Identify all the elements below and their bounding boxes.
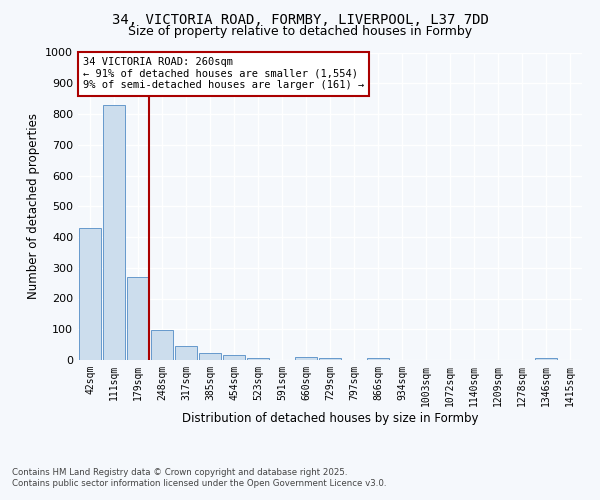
Bar — [535, 358, 557, 360]
Bar — [367, 358, 389, 360]
Bar — [223, 355, 245, 360]
Bar — [127, 277, 149, 360]
Bar — [151, 330, 173, 360]
Bar — [103, 105, 125, 360]
X-axis label: Distribution of detached houses by size in Formby: Distribution of detached houses by size … — [182, 412, 478, 424]
Text: 34 VICTORIA ROAD: 260sqm
← 91% of detached houses are smaller (1,554)
9% of semi: 34 VICTORIA ROAD: 260sqm ← 91% of detach… — [83, 57, 364, 90]
Bar — [79, 228, 101, 360]
Bar — [175, 346, 197, 360]
Text: Contains HM Land Registry data © Crown copyright and database right 2025.
Contai: Contains HM Land Registry data © Crown c… — [12, 468, 386, 487]
Bar — [319, 358, 341, 360]
Y-axis label: Number of detached properties: Number of detached properties — [26, 114, 40, 299]
Bar — [247, 358, 269, 360]
Text: Size of property relative to detached houses in Formby: Size of property relative to detached ho… — [128, 25, 472, 38]
Bar — [199, 353, 221, 360]
Text: 34, VICTORIA ROAD, FORMBY, LIVERPOOL, L37 7DD: 34, VICTORIA ROAD, FORMBY, LIVERPOOL, L3… — [112, 12, 488, 26]
Bar — [295, 357, 317, 360]
